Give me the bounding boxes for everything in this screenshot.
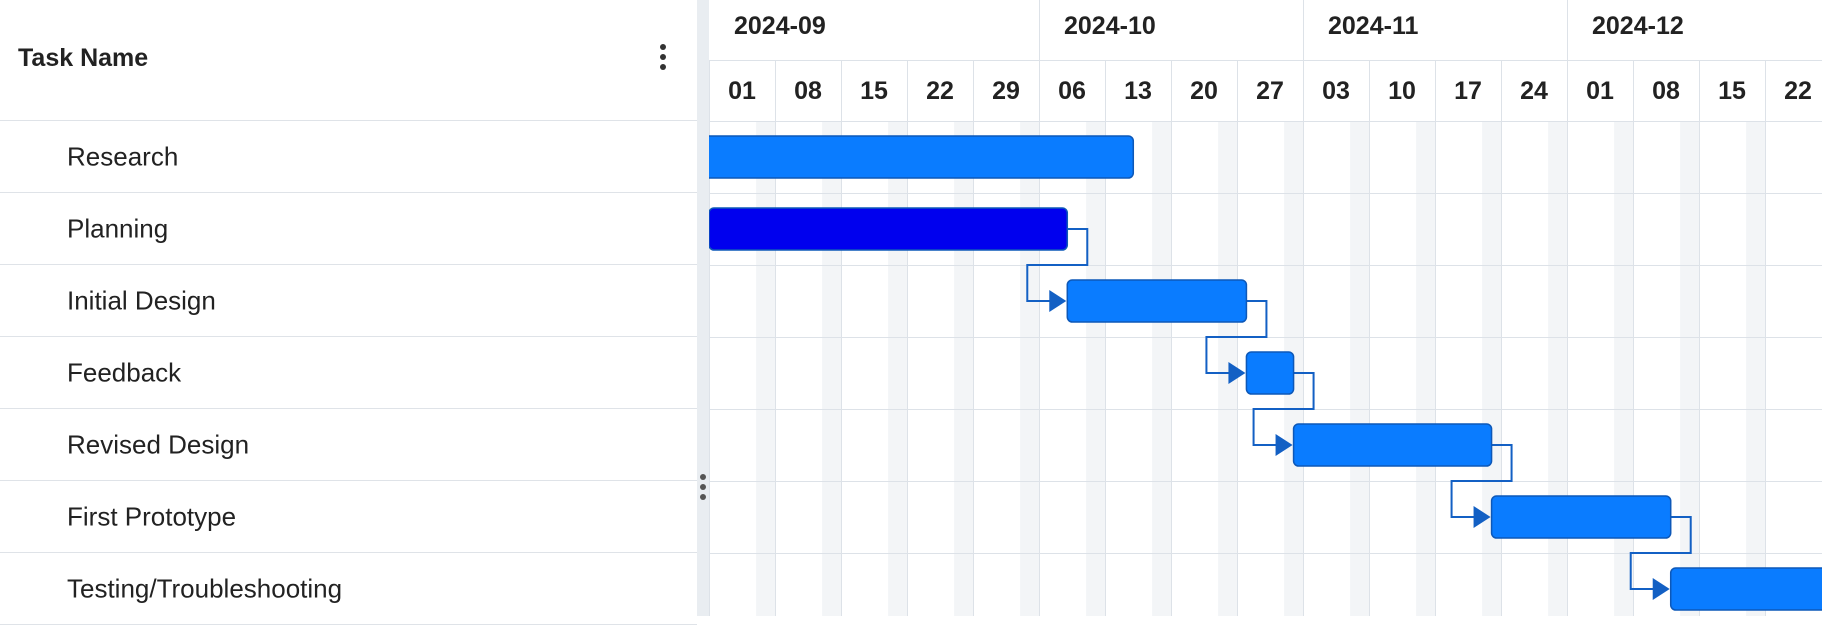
- weekend-column: [822, 121, 841, 616]
- weekend-column: [1746, 121, 1765, 616]
- task-name-cell: Testing/Troubleshooting: [67, 573, 343, 603]
- task-bar-fill[interactable]: [1245, 351, 1295, 395]
- task-row[interactable]: Revised Design: [0, 409, 697, 481]
- dependency-link[interactable]: [1026, 228, 1089, 302]
- dependency-link[interactable]: [1252, 372, 1315, 446]
- month-label: 2024-11: [1328, 12, 1418, 40]
- task-row[interactable]: Research: [0, 121, 697, 193]
- week-label: 22: [926, 77, 954, 105]
- weekend-column: [1680, 121, 1699, 616]
- weekend-column: [1548, 121, 1567, 616]
- week-label: 08: [1652, 77, 1680, 105]
- weekend-column: [1020, 121, 1039, 616]
- weekend-column: [1614, 121, 1633, 616]
- timeline: 2024-09 2024-10 2024-11 2024-12 01 08 15 22 29 06…: [709, 0, 1822, 616]
- drag-handle-icon[interactable]: [699, 474, 707, 504]
- arrow-head-icon: [1228, 362, 1246, 384]
- more-vertical-icon[interactable]: [650, 40, 676, 74]
- month-label: 2024-12: [1592, 12, 1684, 40]
- week-label: 03: [1322, 77, 1350, 105]
- task-row[interactable]: Initial Design: [0, 265, 697, 337]
- weekend-column: [756, 121, 775, 616]
- task-bar[interactable]: [1245, 351, 1295, 395]
- week-label: 15: [860, 77, 888, 105]
- task-bar[interactable]: [709, 135, 1135, 179]
- task-bar[interactable]: [1490, 495, 1672, 539]
- task-name-cell: Revised Design: [67, 429, 250, 459]
- weekend-column: [1482, 121, 1501, 616]
- task-name-column-header[interactable]: Task Name: [18, 44, 149, 72]
- week-label: 17: [1454, 77, 1482, 105]
- task-bar-fill[interactable]: [709, 207, 1069, 251]
- week-label: 13: [1124, 77, 1152, 105]
- weekend-column: [1350, 121, 1369, 616]
- task-name-cell: Initial Design: [67, 285, 216, 315]
- task-bar-fill[interactable]: [1292, 423, 1493, 467]
- timescale-header: 2024-09 2024-10 2024-11 2024-12 01 08 15 22 29 06…: [709, 0, 1822, 105]
- weekend-column: [954, 121, 973, 616]
- week-label: 24: [1520, 77, 1548, 105]
- week-label: 27: [1256, 77, 1284, 105]
- task-bar[interactable]: [1669, 567, 1822, 611]
- task-bar[interactable]: [709, 207, 1069, 251]
- weekend-column: [1152, 121, 1171, 616]
- dependency-links: [1026, 228, 1692, 600]
- weekend-column: [1086, 121, 1105, 616]
- task-row[interactable]: Planning: [0, 193, 697, 265]
- task-bar-fill[interactable]: [1669, 567, 1822, 611]
- task-grid: Task Name Research Planning Initial Desi…: [0, 0, 698, 625]
- week-label: 10: [1388, 77, 1416, 105]
- week-label: 20: [1190, 77, 1218, 105]
- task-bars: [709, 135, 1822, 611]
- task-row[interactable]: Testing/Troubleshooting: [0, 553, 697, 625]
- month-label: 2024-10: [1064, 12, 1156, 40]
- week-label: 08: [794, 77, 822, 105]
- weekend-column: [1218, 121, 1237, 616]
- grid-header: Task Name: [0, 0, 697, 121]
- task-row[interactable]: First Prototype: [0, 481, 697, 553]
- week-label: 15: [1718, 77, 1746, 105]
- arrow-head-icon: [1473, 506, 1491, 528]
- arrow-head-icon: [1049, 290, 1067, 312]
- task-bar[interactable]: [1292, 423, 1493, 467]
- week-label: 22: [1784, 77, 1812, 105]
- dependency-link[interactable]: [1205, 300, 1268, 374]
- task-name-cell: Planning: [67, 213, 169, 243]
- dependency-link[interactable]: [1450, 444, 1513, 518]
- weekend-column: [1416, 121, 1435, 616]
- task-bar-fill[interactable]: [1490, 495, 1672, 539]
- task-name-cell: Research: [67, 141, 179, 171]
- task-bar-fill[interactable]: [709, 135, 1135, 179]
- grid-timeline-splitter[interactable]: [697, 0, 709, 616]
- task-bar-fill[interactable]: [1066, 279, 1248, 323]
- week-label: 29: [992, 77, 1020, 105]
- week-label: 01: [728, 77, 756, 105]
- timeline-canvas: 2024-09 2024-10 2024-11 2024-12 01 08 15 22 29 06…: [709, 0, 1822, 616]
- task-bar[interactable]: [1066, 279, 1248, 323]
- task-name-cell: First Prototype: [67, 501, 237, 531]
- month-label: 2024-09: [734, 12, 826, 40]
- arrow-head-icon: [1275, 434, 1293, 456]
- weekend-column: [888, 121, 907, 616]
- week-label: 06: [1058, 77, 1086, 105]
- dependency-link[interactable]: [1629, 516, 1692, 590]
- task-name-cell: Feedback: [67, 357, 182, 387]
- week-label: 01: [1586, 77, 1614, 105]
- arrow-head-icon: [1652, 578, 1670, 600]
- task-row[interactable]: Feedback: [0, 337, 697, 409]
